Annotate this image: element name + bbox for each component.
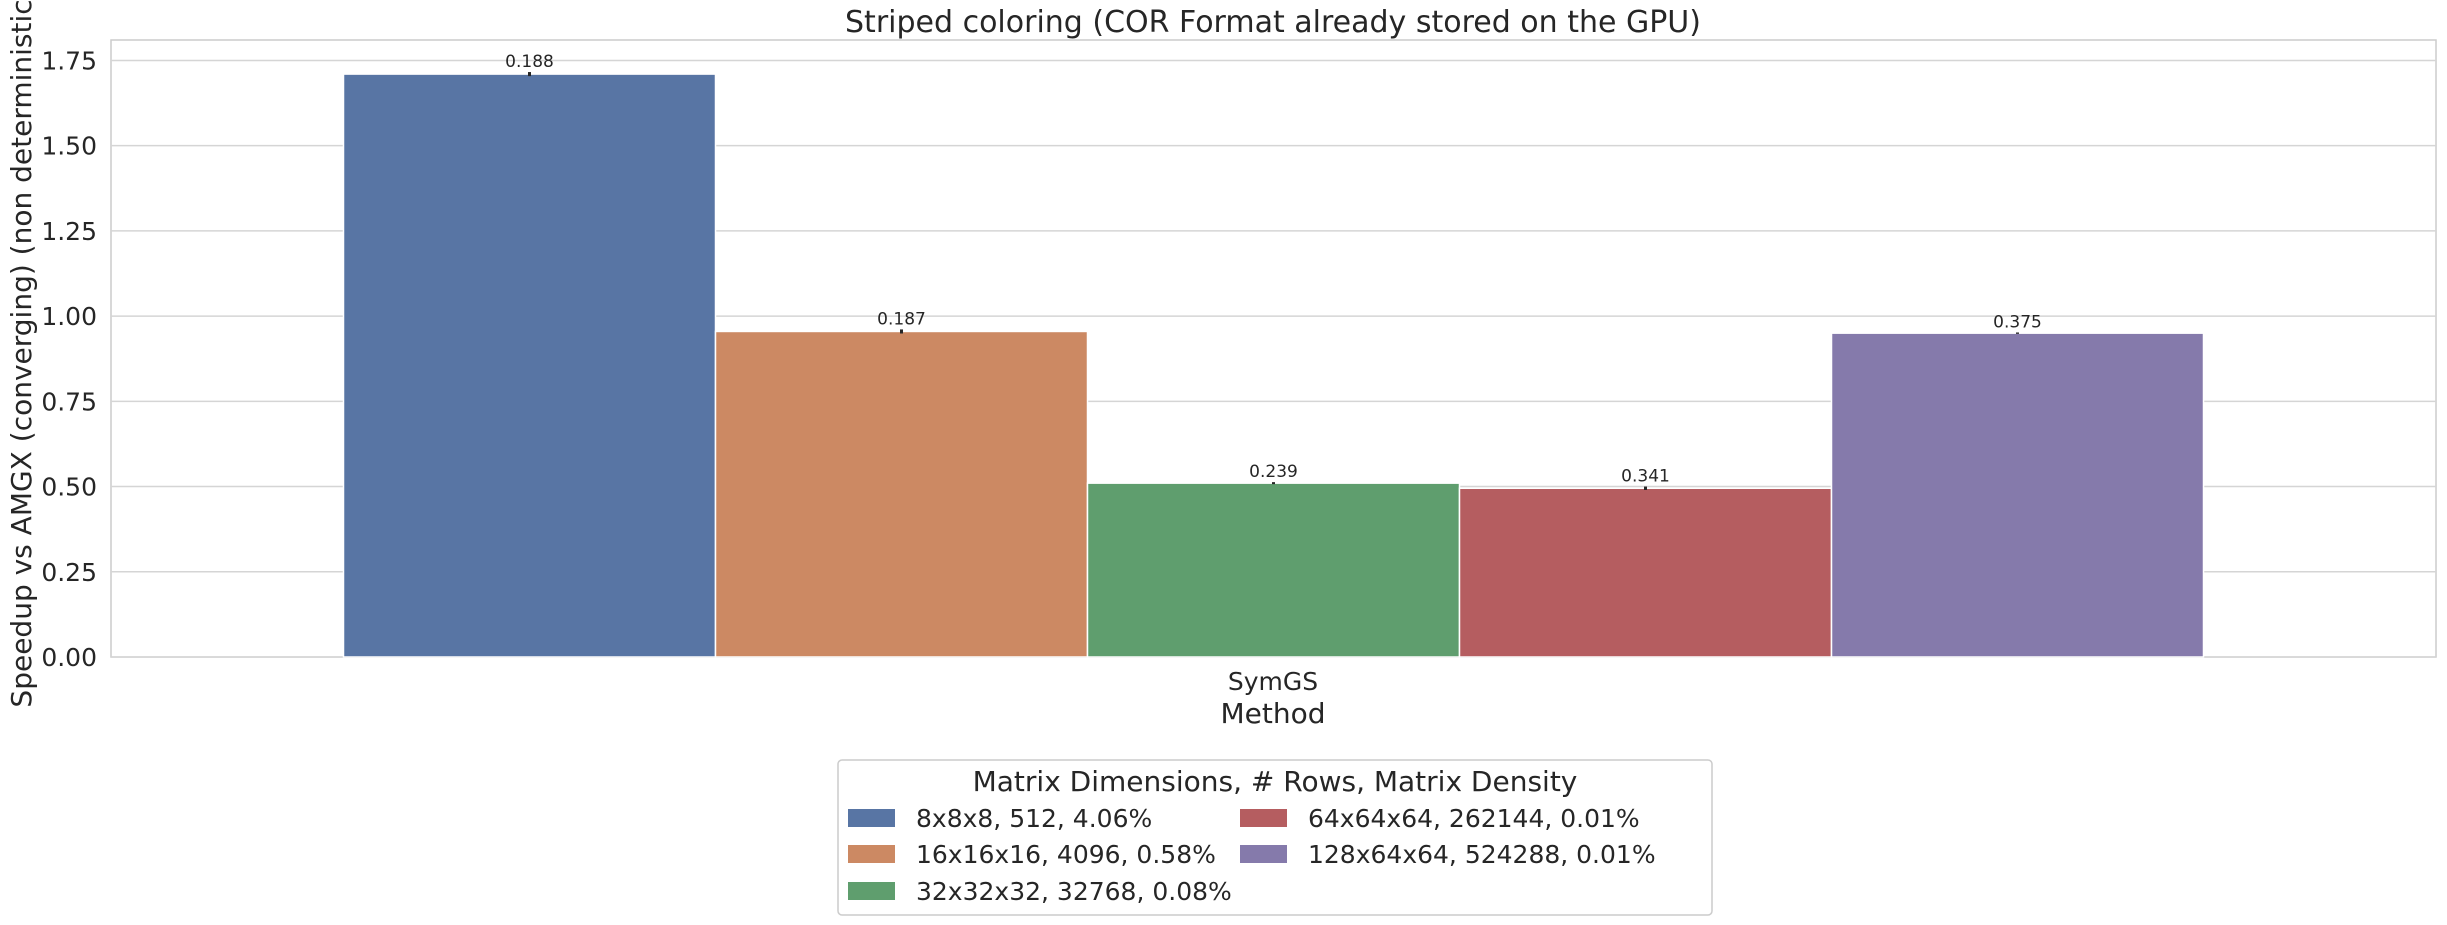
bar-value-label: 0.187 — [877, 309, 926, 329]
y-axis-label: Speedup vs AMGX (converging) (non determ… — [5, 0, 38, 708]
bar-value-label: 0.239 — [1249, 462, 1298, 482]
legend-swatch — [848, 809, 895, 827]
legend: Matrix Dimensions, # Rows, Matrix Densit… — [837, 759, 1713, 916]
bar — [1086, 482, 1461, 658]
legend-title: Matrix Dimensions, # Rows, Matrix Densit… — [973, 765, 1578, 798]
bar — [342, 73, 717, 658]
legend-label: 128x64x64, 524288, 0.01% — [1308, 840, 1656, 869]
legend-label: 16x16x16, 4096, 0.58% — [916, 840, 1216, 869]
x-axis-label: Method — [1220, 697, 1325, 730]
legend-box — [837, 759, 1713, 916]
y-tick-label: 0.50 — [41, 473, 97, 502]
bar — [1830, 332, 2205, 658]
bars: 0.188 0.187 0.239 0.341 0.375 — [342, 52, 2205, 658]
chart-title: Striped coloring (COR Format already sto… — [845, 5, 1701, 40]
legend-label: 8x8x8, 512, 4.06% — [916, 804, 1152, 833]
y-tick-label: 0.00 — [41, 643, 97, 672]
legend-swatch — [848, 845, 895, 863]
legend-label: 32x32x32, 32768, 0.08% — [916, 877, 1232, 906]
bar — [714, 330, 1089, 658]
y-tick-label: 1.00 — [41, 302, 97, 331]
y-tick-label: 1.75 — [41, 46, 97, 75]
y-tick-label: 0.25 — [41, 558, 97, 587]
legend-swatch — [848, 882, 895, 900]
y-tick-label: 1.50 — [41, 132, 97, 161]
bar — [1458, 487, 1833, 658]
y-tick-label: 1.25 — [41, 217, 97, 246]
y-tick-label: 0.75 — [41, 387, 97, 416]
x-tick-label: SymGS — [1228, 667, 1318, 696]
bar-value-label: 0.341 — [1621, 467, 1670, 487]
legend-label: 64x64x64, 262144, 0.01% — [1308, 804, 1640, 833]
bar-value-label: 0.375 — [1993, 312, 2042, 332]
legend-swatch — [1240, 809, 1287, 827]
y-tick-labels: 0.00 0.25 0.50 0.75 1.00 1.25 1.50 1.75 — [41, 46, 97, 672]
legend-swatch — [1240, 845, 1287, 863]
bar-value-label: 0.188 — [505, 52, 554, 72]
legend-items: 8x8x8, 512, 4.06% 16x16x16, 4096, 0.58% 32… — [848, 804, 1656, 906]
